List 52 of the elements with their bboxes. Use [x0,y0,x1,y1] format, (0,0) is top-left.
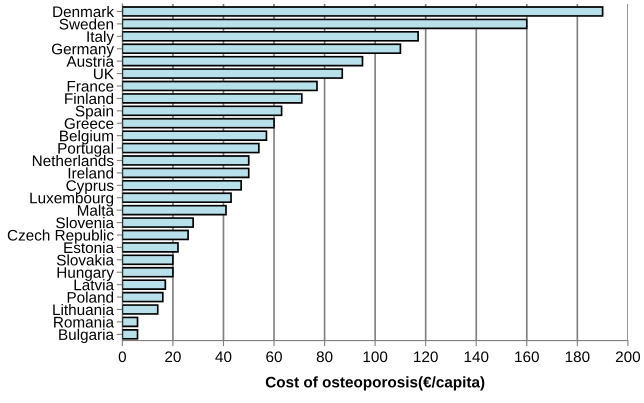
x-tick-label: 80 [316,351,332,362]
bar [122,56,364,66]
bar [122,329,138,340]
bar [122,180,242,191]
y-tick-label: Austria [66,56,114,67]
y-tick-label: Sweden [60,18,114,30]
x-tick-label: 0 [118,351,126,362]
x-tick-label: 100 [364,351,388,362]
y-tick-label: Estonia [64,242,114,254]
y-tick-label: Poland [68,292,114,303]
y-tick-label: Cyprus [66,180,114,194]
y-tick-label: Latvia [74,279,114,290]
x-axis-title: Cost of osteoporosis(€/capita) [266,376,484,391]
y-tick-label: Slovakia [56,254,114,266]
bar [122,43,402,54]
y-tick-label: Greece [64,118,114,129]
x-tick-label: 180 [566,351,590,362]
x-tick-label: 40 [215,351,232,362]
bar [122,31,419,42]
x-tick-label: 120 [414,351,438,362]
bar [122,106,282,116]
y-tick-label: Belgium [60,130,114,144]
y-tick-label: Portugal [58,142,114,157]
y-tick-label: Luxembourg [30,192,114,206]
y-tick-label: Netherlands [32,154,114,166]
x-tick-label: 60 [266,351,282,362]
bar [122,192,232,204]
x-tick-label: 20 [165,351,181,362]
bar [122,254,174,266]
y-tick-label: Finland [65,92,114,104]
x-tick-label: 160 [515,351,539,362]
y-tick-label: Ireland [68,167,114,179]
x-tick-label: 200 [616,351,640,362]
bar [122,266,174,278]
y-tick-label: Hungary [58,267,114,281]
y-tick-label: Slovenia [56,217,114,228]
y-tick-label: Denmark [53,6,114,18]
y-tick-label: Malta [78,204,114,216]
y-tick-label: Czech Republic [8,229,114,244]
y-tick-label: Germany [52,44,114,58]
y-tick-label: Spain [76,105,114,120]
bar [122,279,166,290]
y-tick-label: Italy [87,30,114,46]
y-tick-label: Romania [54,316,114,328]
y-tick-label: France [68,81,114,92]
bar [122,204,227,216]
y-tick-label: Bulgaria [59,328,114,344]
y-tick-label: UK [94,68,114,80]
bar [122,118,275,129]
bar [122,130,268,141]
x-tick-label: 140 [464,351,488,362]
y-tick-label: Lithuania [53,304,114,316]
